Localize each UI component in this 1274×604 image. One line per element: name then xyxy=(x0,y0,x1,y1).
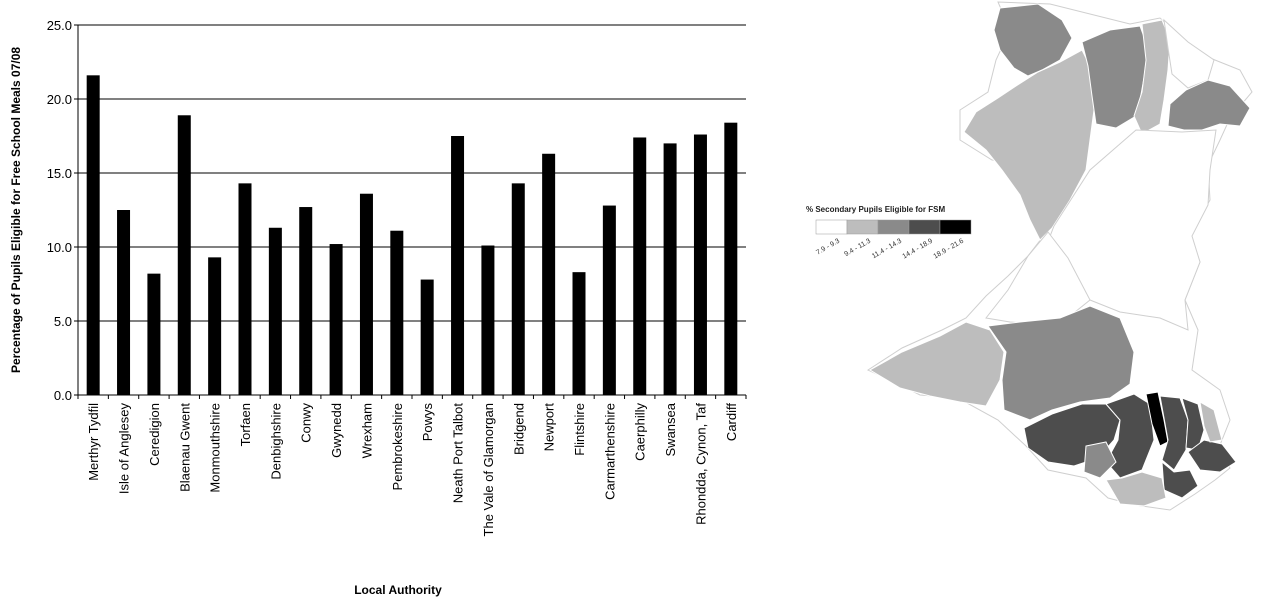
y-axis-title: Percentage of Pupils Eligible for Free S… xyxy=(9,47,23,373)
bar xyxy=(390,230,404,395)
bar xyxy=(693,134,707,395)
bar xyxy=(86,75,100,395)
region-wrexham xyxy=(1167,79,1251,131)
map-legend: % Secondary Pupils Eligible for FSM 7.9 … xyxy=(806,205,972,261)
legend-swatch xyxy=(877,219,910,235)
x-category-label: Swansea xyxy=(663,402,678,456)
region-caerphilly xyxy=(1159,395,1189,471)
x-category-label: Bridgend xyxy=(511,403,526,455)
y-ticks: 0.0 5.0 10.0 15.0 20.0 25.0 xyxy=(47,18,78,403)
bar xyxy=(420,279,434,395)
bar xyxy=(359,193,373,395)
x-category-label: Flintshire xyxy=(572,403,587,456)
x-category-label: Carmarthenshire xyxy=(602,403,617,500)
bar xyxy=(542,153,556,395)
bar xyxy=(238,183,252,395)
x-category-label: Wrexham xyxy=(359,403,374,458)
bar xyxy=(208,257,222,395)
x-category-label: Neath Port Talbot xyxy=(451,403,466,504)
x-category-label: Powys xyxy=(420,403,435,442)
y-tick-label: 25.0 xyxy=(47,18,72,33)
x-category-label: Caerphilly xyxy=(633,403,648,461)
legend-range-label: 9.4 - 11.3 xyxy=(843,238,872,259)
x-category-label: Monmouthshire xyxy=(208,403,223,493)
bar xyxy=(329,244,343,395)
bars xyxy=(86,75,738,396)
bar xyxy=(511,183,525,395)
x-category-label: Newport xyxy=(542,403,557,452)
x-category-label: Gwynedd xyxy=(329,403,344,458)
bar-chart: 0.0 5.0 10.0 15.0 20.0 25.0 Merthyr Tydfil Isl… xyxy=(9,18,747,597)
y-tick-label: 5.0 xyxy=(54,314,72,329)
legend-range-label: 7.9 - 9.3 xyxy=(815,238,841,257)
legend-swatch xyxy=(939,219,972,235)
legend-swatch xyxy=(815,219,848,235)
x-ticks: Merthyr Tydfil Isle of Anglesey Ceredigion… xyxy=(77,395,747,536)
bar xyxy=(572,272,586,395)
bar xyxy=(147,273,161,395)
x-category-label: Ceredigion xyxy=(147,403,162,466)
x-axis-title: Local Authority xyxy=(354,583,442,597)
legend-range-label: 11.4 - 14.3 xyxy=(871,238,903,261)
bar xyxy=(663,143,677,395)
bar xyxy=(117,210,131,395)
legend-range-labels: 7.9 - 9.3 9.4 - 11.311.4 - 14.314.4 - 18.… xyxy=(815,238,965,261)
bar xyxy=(602,205,616,395)
y-tick-label: 20.0 xyxy=(47,92,72,107)
x-category-label: Torfaen xyxy=(238,403,253,446)
legend-title: % Secondary Pupils Eligible for FSM xyxy=(806,205,945,214)
region-vale-of-glamorgan xyxy=(1105,471,1167,507)
legend-range-label: 18.9 - 21.6 xyxy=(933,238,966,261)
region-carmarthenshire xyxy=(987,305,1135,421)
legend-swatches xyxy=(815,219,972,235)
x-category-label: Denbighshire xyxy=(268,403,283,480)
bar xyxy=(177,115,191,395)
legend-swatch xyxy=(908,219,941,235)
region-pembrokeshire xyxy=(869,321,1005,407)
bar-chart-panel: 0.0 5.0 10.0 15.0 20.0 25.0 Merthyr Tydfil Isl… xyxy=(9,18,747,597)
bar xyxy=(268,227,282,395)
x-category-label: Merthyr Tydfil xyxy=(86,403,101,481)
wales-choropleth-map: % Secondary Pupils Eligible for FSM 7.9 … xyxy=(806,1,1253,511)
region-newport xyxy=(1187,439,1237,473)
bar xyxy=(724,122,738,396)
x-category-label: Pembrokeshire xyxy=(390,403,405,490)
x-category-label: Rhondda, Cynon, Taf xyxy=(693,403,708,525)
wales-map-panel: % Secondary Pupils Eligible for FSM 7.9 … xyxy=(790,0,1274,599)
x-category-label: Isle of Anglesey xyxy=(117,403,132,495)
bar xyxy=(481,245,495,395)
bar xyxy=(451,136,465,395)
legend-swatch xyxy=(846,219,879,235)
legend-range-label: 14.4 - 18.9 xyxy=(902,238,935,261)
bar xyxy=(633,137,647,396)
y-tick-label: 0.0 xyxy=(54,388,72,403)
bar xyxy=(299,207,313,395)
x-category-label: The Vale of Glamorgan xyxy=(481,403,496,536)
region-rhondda-bridgend xyxy=(1105,393,1155,479)
x-category-label: Blaenau Gwent xyxy=(177,403,192,492)
region-cardiff xyxy=(1161,460,1199,499)
y-tick-label: 15.0 xyxy=(47,166,72,181)
region-monmouthshire xyxy=(1199,401,1223,443)
region-flintshire xyxy=(1163,18,1215,89)
y-tick-label: 10.0 xyxy=(47,240,72,255)
region-gower xyxy=(1083,441,1117,479)
x-category-label: Conwy xyxy=(299,403,314,443)
x-category-label: Cardiff xyxy=(724,403,739,441)
